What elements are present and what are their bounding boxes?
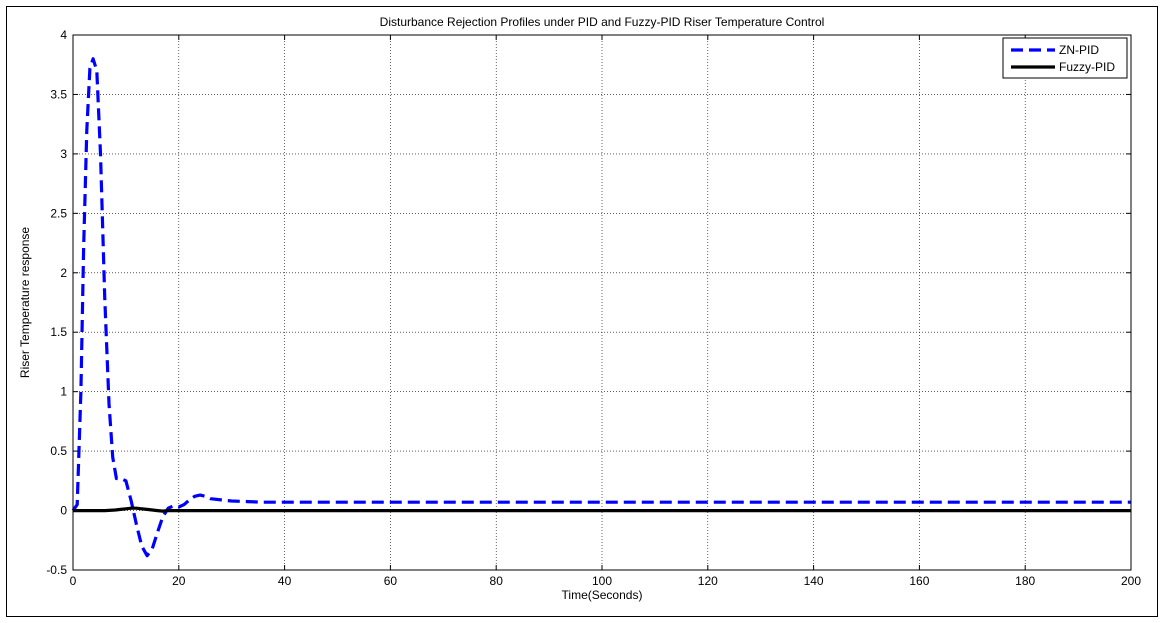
x-tick-label: 200	[1121, 574, 1141, 588]
legend-label-zn-pid: ZN-PID	[1059, 43, 1099, 57]
series-line-zn-pid	[71, 57, 1131, 558]
y-tick-label: 1.5	[50, 325, 67, 339]
chart-title: Disturbance Rejection Profiles under PID…	[380, 15, 825, 29]
x-tick-label: 0	[70, 574, 77, 588]
legend: ZN-PID Fuzzy-PID	[1002, 37, 1128, 79]
x-tick-label: 180	[1015, 574, 1035, 588]
y-axis-label: Riser Temperature response	[18, 227, 32, 379]
y-tick-label: 1	[60, 385, 67, 399]
figure-frame: 0 20 40 60 80 100 120 140 160 180 200 -0.5 0 0.5 1 1.5 2…	[6, 6, 1158, 617]
x-tick-label: 20	[172, 574, 186, 588]
y-tick-label: 2	[60, 266, 67, 280]
x-tick-label: 40	[278, 574, 292, 588]
x-tick-label: 140	[804, 574, 824, 588]
legend-label-fuzzy-pid: Fuzzy-PID	[1059, 60, 1115, 74]
legend-box	[1002, 37, 1128, 79]
x-axis-label: Time(Seconds)	[562, 588, 643, 602]
y-tick-label: -0.5	[46, 563, 67, 577]
series-layer	[71, 57, 1131, 558]
x-tick-label: 100	[592, 574, 612, 588]
y-tick-label: 0.5	[50, 444, 67, 458]
x-tick-label: 80	[490, 574, 504, 588]
x-tick-label: 160	[909, 574, 929, 588]
y-tick-label: 2.5	[50, 206, 67, 220]
y-tick-label: 3.5	[50, 87, 67, 101]
x-tick-label: 120	[698, 574, 718, 588]
tick-layer: 0 20 40 60 80 100 120 140 160 180 200-0.500.511.52…	[46, 28, 1141, 588]
line-chart: 0 20 40 60 80 100 120 140 160 180 200-0.500.511.52…	[18, 15, 1141, 602]
y-tick-label: 3	[60, 147, 67, 161]
y-tick-label: 0	[60, 504, 67, 518]
x-tick-label: 60	[384, 574, 398, 588]
series-line-fuzzy-pid	[73, 506, 1131, 513]
y-tick-label: 4	[60, 28, 67, 42]
